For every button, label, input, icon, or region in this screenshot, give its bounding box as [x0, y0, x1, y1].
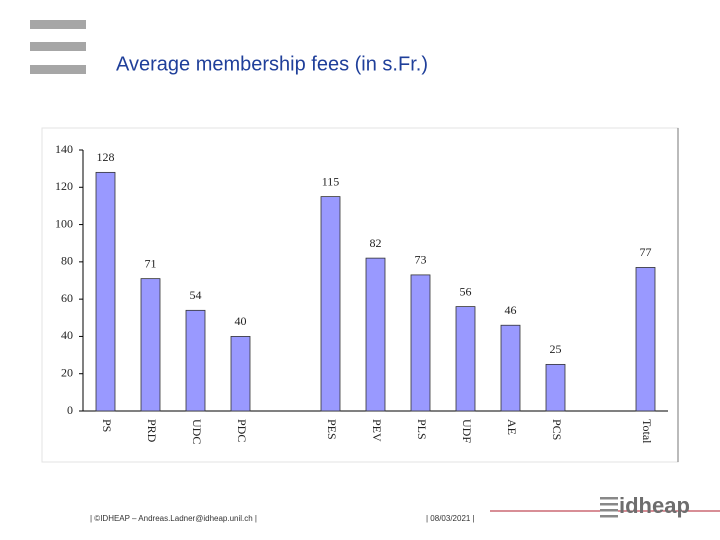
logo-bar: [30, 20, 86, 29]
x-tick-label: Total: [640, 419, 654, 444]
value-label: 73: [415, 253, 427, 267]
logo-bar: [600, 509, 618, 512]
value-label: 40: [235, 314, 247, 328]
value-label: 56: [460, 284, 472, 298]
x-tick-label: AE: [505, 419, 519, 435]
logo-bar: [30, 42, 86, 51]
bar: [545, 363, 566, 412]
value-label: 71: [145, 256, 157, 270]
bar: [455, 306, 476, 412]
bar: [365, 257, 386, 412]
logo-text: idheap: [619, 493, 690, 518]
idheap-logo: idheap: [600, 493, 690, 518]
value-label: 25: [550, 342, 562, 356]
logo-bar: [600, 503, 618, 506]
value-label: 77: [640, 245, 652, 259]
value-label: 46: [505, 303, 517, 317]
x-tick-label: PS: [100, 419, 114, 432]
slide-title: Average membership fees (in s.Fr.): [116, 53, 428, 75]
value-label: 115: [322, 174, 340, 188]
x-tick-label: PDC: [235, 419, 249, 442]
x-tick-label: PLS: [415, 419, 429, 440]
y-tick-label: 120: [55, 179, 73, 193]
x-tick-label: UDC: [190, 419, 204, 444]
value-label: 82: [370, 236, 382, 250]
x-tick-label: UDF: [460, 419, 474, 443]
x-tick-label: PES: [325, 419, 339, 440]
bar: [500, 324, 521, 412]
x-tick-label: PCS: [550, 419, 564, 440]
bar: [140, 278, 161, 412]
value-label: 54: [190, 288, 202, 302]
bar: [185, 309, 206, 412]
bar: [230, 336, 251, 412]
x-tick-label: PRD: [145, 419, 159, 443]
footer-date: | 08/03/2021 |: [426, 514, 475, 523]
y-tick-label: 80: [61, 254, 73, 268]
logo-bar: [30, 65, 86, 74]
value-label: 128: [97, 150, 115, 164]
y-tick-label: 0: [67, 403, 73, 417]
footer-credit: | ©IDHEAP – Andreas.Ladner@idheap.unil.c…: [90, 514, 257, 523]
bar: [410, 274, 431, 412]
logo-bar: [600, 515, 618, 518]
bar: [320, 196, 341, 412]
logo-bar: [600, 497, 618, 500]
y-tick-label: 60: [61, 291, 73, 305]
bar: [635, 267, 656, 412]
y-tick-label: 20: [61, 365, 73, 379]
y-tick-label: 40: [61, 328, 73, 342]
x-tick-label: PEV: [370, 419, 384, 442]
y-tick-label: 140: [55, 142, 73, 156]
chart: 0 20 40 60 80 100 120 140 PS 128 PRD 71 UDC 54 PDC 40 PE…: [55, 142, 668, 444]
y-tick-label: 100: [55, 216, 73, 230]
bar: [95, 171, 116, 412]
chart-frame: [41, 127, 679, 463]
